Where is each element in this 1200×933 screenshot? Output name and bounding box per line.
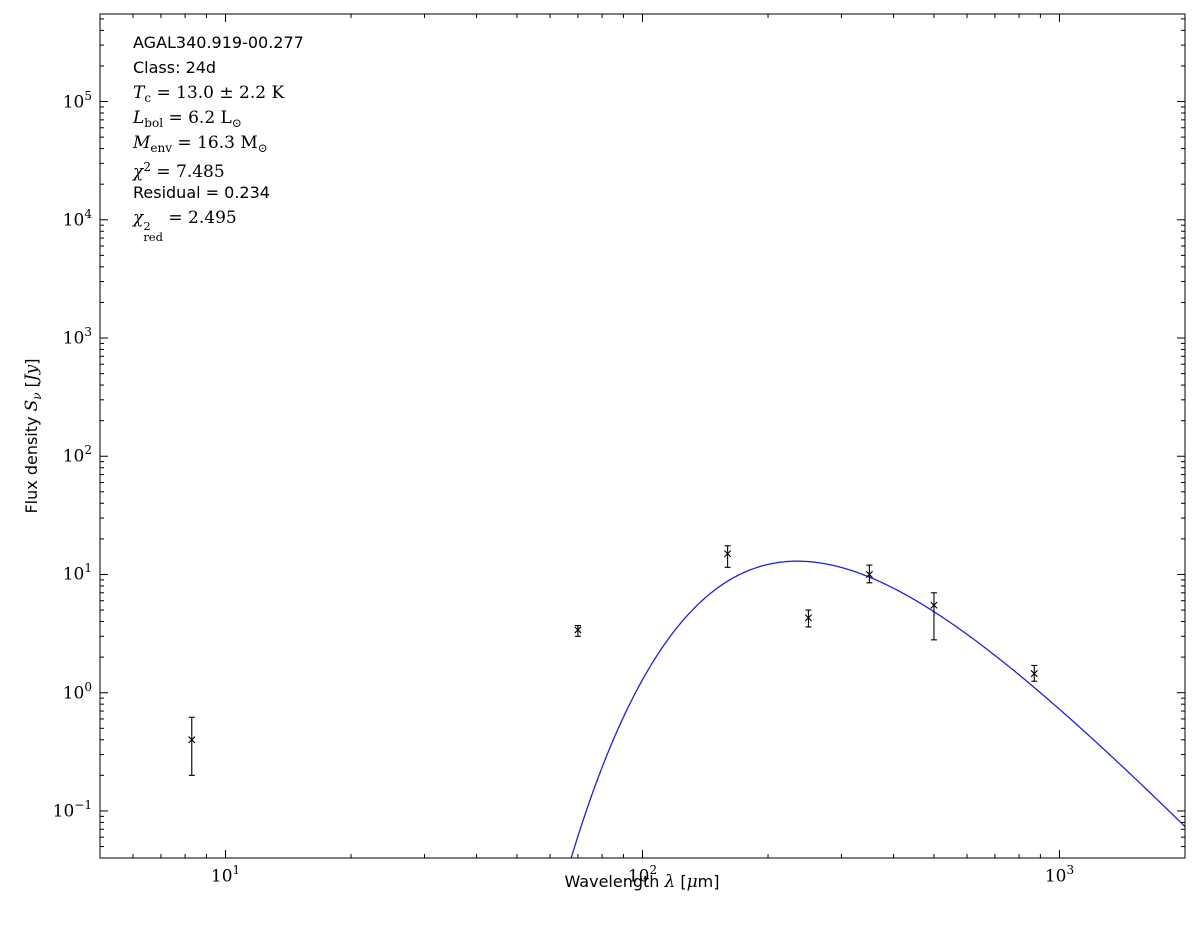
data-point <box>804 609 813 628</box>
text-segment: λ <box>664 872 676 892</box>
text-segment: ] <box>22 358 41 365</box>
text-segment: c <box>144 91 152 105</box>
text-segment: ν <box>30 392 44 400</box>
annotation-luminosity: Lbol = 6.2 L⊙ <box>133 105 304 130</box>
x-marker <box>865 570 873 579</box>
fit-annotation: AGAL340.919-00.277 Class: 24d Tc = 13.0 ± … <box>133 30 304 243</box>
text-segment: T <box>133 83 145 103</box>
text-segment: M <box>133 133 151 153</box>
x-marker <box>930 601 938 609</box>
text-segment: ⊙ <box>231 116 242 130</box>
text-segment: μ <box>686 872 698 892</box>
annotation-chi2: χ2 = 7.485 <box>133 155 304 182</box>
text-segment: m] <box>697 872 720 891</box>
x-tick-label: 102 <box>627 863 658 887</box>
text-segment: χ <box>133 208 144 228</box>
axis-ticks <box>99 14 1186 859</box>
y-tick-label: 105 <box>62 88 92 113</box>
text-segment: Wavelength <box>564 872 665 891</box>
text-segment: env <box>150 141 173 155</box>
data-point <box>724 545 732 568</box>
annotation-residual: Residual = 0.234 <box>133 180 304 205</box>
text-segment: AGAL340.919-00.277 <box>133 33 304 52</box>
data-points <box>188 545 1038 776</box>
y-tick-label: 104 <box>62 206 92 231</box>
text-segment: ⊙ <box>257 141 268 155</box>
x-marker <box>804 614 813 622</box>
text-segment: 2 <box>143 160 151 174</box>
sup-sub-stack: 2 red <box>143 219 163 244</box>
text-segment: Class: 24d <box>133 58 217 77</box>
y-tick-label: 102 <box>62 443 92 467</box>
x-marker <box>188 736 196 744</box>
text-segment: = 16.3 M <box>172 133 258 153</box>
x-axis-label: Wavelength λ [μm] <box>565 872 720 892</box>
text-segment: S <box>22 399 42 412</box>
x-tick-label: 101 <box>210 863 241 887</box>
y-tick-label: 103 <box>62 325 92 349</box>
text-segment: Jy <box>22 364 42 382</box>
data-point <box>865 564 873 584</box>
plot-frame <box>99 13 1186 859</box>
text-segment: L <box>133 108 145 128</box>
x-marker <box>574 626 582 634</box>
text-segment: Flux density <box>22 411 41 514</box>
text-segment: = 13.0 ± 2.2 K <box>151 83 285 103</box>
text-segment: = 6.2 L <box>163 108 232 128</box>
x-tick-label: 103 <box>1044 863 1075 887</box>
annotation-chi2-reduced: χ 2 red = 2.495 <box>133 205 304 243</box>
data-point <box>188 716 196 776</box>
text-segment: Residual = 0.234 <box>133 183 270 202</box>
text-segment: bol <box>144 116 164 130</box>
text-segment: [ <box>22 381 41 393</box>
text-segment: = 7.485 <box>150 162 225 182</box>
text-segment: χ <box>133 162 144 182</box>
y-tick-label: 101 <box>62 561 92 586</box>
annotation-class-label: Class: 24d <box>133 55 304 80</box>
data-point <box>574 624 582 637</box>
text-segment: = 2.495 <box>162 208 237 228</box>
x-marker <box>1030 670 1038 678</box>
model-curve <box>570 560 1185 858</box>
annotation-source-name: AGAL340.919-00.277 <box>133 30 304 55</box>
y-axis-label: Flux density Sν [Jy] <box>22 358 44 513</box>
x-marker <box>724 550 732 558</box>
annotation-temperature: Tc = 13.0 ± 2.2 K <box>133 80 304 105</box>
data-point <box>930 592 938 641</box>
y-tick-label: 100 <box>62 679 92 704</box>
text-segment: [ <box>675 872 687 891</box>
data-point <box>1030 664 1038 682</box>
annotation-envelope-mass: Menv = 16.3 M⊙ <box>133 130 304 155</box>
y-tick-label: 10−1 <box>52 797 92 822</box>
